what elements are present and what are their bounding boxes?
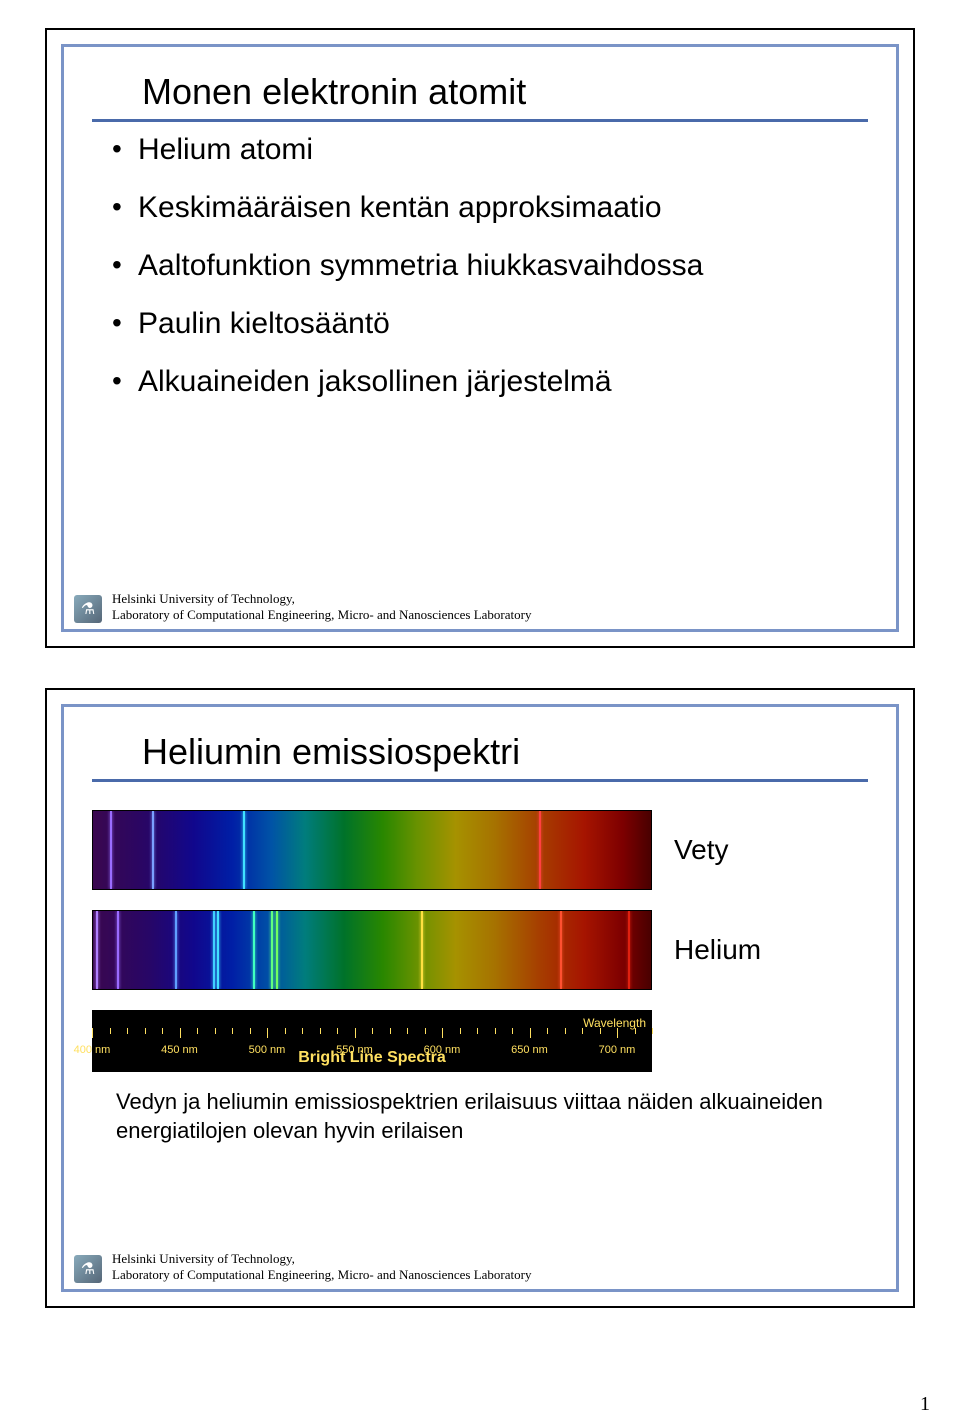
- footer-text: Helsinki University of Technology, Labor…: [112, 1251, 531, 1284]
- footer-line1: Helsinki University of Technology,: [112, 591, 295, 606]
- spectrum-label-helium: Helium: [674, 934, 761, 966]
- footer-line2: Laboratory of Computational Engineering,…: [112, 1267, 531, 1283]
- university-logo-icon: ⚗: [74, 595, 102, 623]
- emission-line: [117, 911, 119, 989]
- emission-line: [213, 911, 215, 989]
- bullet-item: Aaltofunktion symmetria hiukkasvaihdossa: [112, 248, 868, 284]
- helium-spectrum: [92, 910, 652, 990]
- bullet-item: Alkuaineiden jaksollinen järjestelmä: [112, 364, 868, 400]
- emission-line: [217, 911, 219, 989]
- slide-2: Heliumin emissiospektri Vety Helium Wave…: [45, 688, 915, 1308]
- slide-footer: ⚗ Helsinki University of Technology, Lab…: [74, 1251, 531, 1284]
- footer-line2: Laboratory of Computational Engineering,…: [112, 607, 531, 623]
- slide-title: Heliumin emissiospektri: [142, 731, 868, 773]
- emission-line: [96, 911, 98, 989]
- slide-title: Monen elektronin atomit: [142, 71, 868, 113]
- emission-line: [152, 811, 154, 889]
- slide-inner: Heliumin emissiospektri Vety Helium Wave…: [61, 704, 899, 1292]
- emission-line: [421, 911, 423, 989]
- spectrum-row-hydrogen: Vety: [92, 810, 868, 890]
- bullet-list: Helium atomi Keskimääräisen kentän appro…: [112, 132, 868, 400]
- university-logo-icon: ⚗: [74, 1255, 102, 1283]
- page-number: 1: [920, 1393, 930, 1416]
- emission-line: [271, 911, 273, 989]
- hydrogen-spectrum: [92, 810, 652, 890]
- bullet-item: Keskimääräisen kentän approksimaatio: [112, 190, 868, 226]
- emission-line: [243, 811, 245, 889]
- wavelength-scale: Wavelength 400 nm450 nm500 nm550 nm600 n…: [92, 1010, 652, 1072]
- slide-footer: ⚗ Helsinki University of Technology, Lab…: [74, 591, 531, 624]
- footer-text: Helsinki University of Technology, Labor…: [112, 591, 531, 624]
- spectra-container: Vety Helium Wavelength 400 nm450 nm500 n…: [92, 810, 868, 1072]
- slide-inner: Monen elektronin atomit Helium atomi Kes…: [61, 44, 899, 632]
- bullet-item: Helium atomi: [112, 132, 868, 168]
- footer-line1: Helsinki University of Technology,: [112, 1251, 295, 1266]
- bullet-item: Paulin kieltosääntö: [112, 306, 868, 342]
- emission-line: [175, 911, 177, 989]
- title-rule: [92, 119, 868, 122]
- emission-line: [539, 811, 541, 889]
- conclusion-text: Vedyn ja heliumin emissiospektrien erila…: [116, 1088, 858, 1145]
- scale-ticks: 400 nm450 nm500 nm550 nm600 nm650 nm700 …: [92, 1028, 652, 1042]
- emission-line: [276, 911, 278, 989]
- emission-line: [110, 811, 112, 889]
- spectrum-label-hydrogen: Vety: [674, 834, 728, 866]
- slide-1: Monen elektronin atomit Helium atomi Kes…: [45, 28, 915, 648]
- spectrum-row-helium: Helium: [92, 910, 868, 990]
- title-rule: [92, 779, 868, 782]
- emission-line: [628, 911, 630, 989]
- emission-line: [253, 911, 255, 989]
- emission-line: [560, 911, 562, 989]
- bright-line-label: Bright Line Spectra: [92, 1049, 652, 1067]
